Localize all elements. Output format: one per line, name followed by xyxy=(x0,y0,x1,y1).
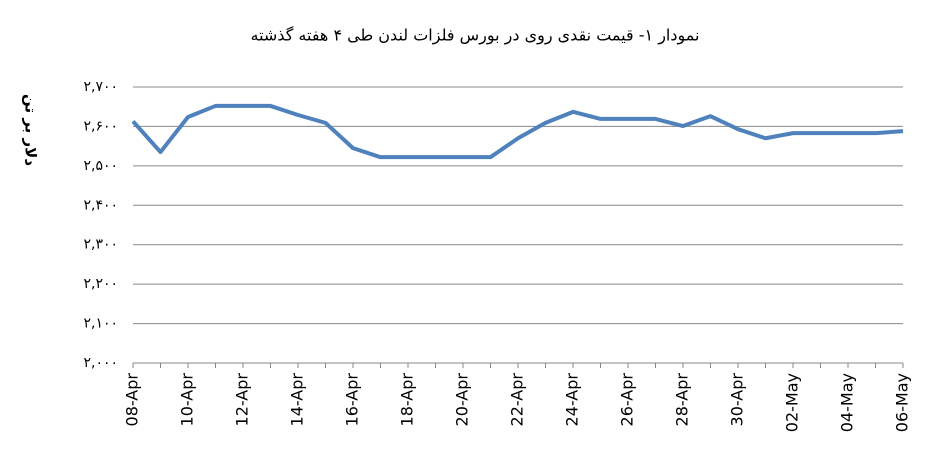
x-tick-label: 06-May xyxy=(893,373,912,432)
x-tick-label: 16-Apr xyxy=(343,373,362,427)
y-axis-title: دلار بر تن xyxy=(22,94,40,166)
x-tick-label: 04-May xyxy=(838,373,857,432)
x-tick-label: 08-Apr xyxy=(123,373,142,427)
x-tick-label: 02-May xyxy=(783,373,802,432)
chart-title: نمودار ۱- قیمت نقدی روی در بورس فلزات لن… xyxy=(251,26,700,46)
y-tick-label: ۲,۵۰۰ xyxy=(83,158,118,174)
x-tick-label: 22-Apr xyxy=(508,373,527,427)
x-tick-label: 26-Apr xyxy=(618,373,637,427)
y-tick-label: ۲,۰۰۰ xyxy=(83,355,118,371)
y-tick-label: ۲,۱۰۰ xyxy=(83,316,118,332)
y-tick-label: ۲,۴۰۰ xyxy=(83,197,118,213)
x-tick-label: 10-Apr xyxy=(178,373,197,427)
x-tick-label: 14-Apr xyxy=(288,373,307,427)
y-tick-label: ۲,۳۰۰ xyxy=(83,237,118,253)
y-tick-label: ۲,۲۰۰ xyxy=(83,276,118,292)
data-line xyxy=(131,103,904,160)
x-tick-label: 20-Apr xyxy=(453,373,472,427)
y-tick-label: ۲,۶۰۰ xyxy=(83,118,118,134)
x-tick-label: 24-Apr xyxy=(563,373,582,427)
x-tick-label: 18-Apr xyxy=(398,373,417,427)
x-tick-label: 28-Apr xyxy=(673,373,692,427)
x-tick-label: 12-Apr xyxy=(233,373,252,427)
y-tick-label: ۲,۷۰۰ xyxy=(83,79,118,95)
x-tick-label: 30-Apr xyxy=(728,373,747,427)
